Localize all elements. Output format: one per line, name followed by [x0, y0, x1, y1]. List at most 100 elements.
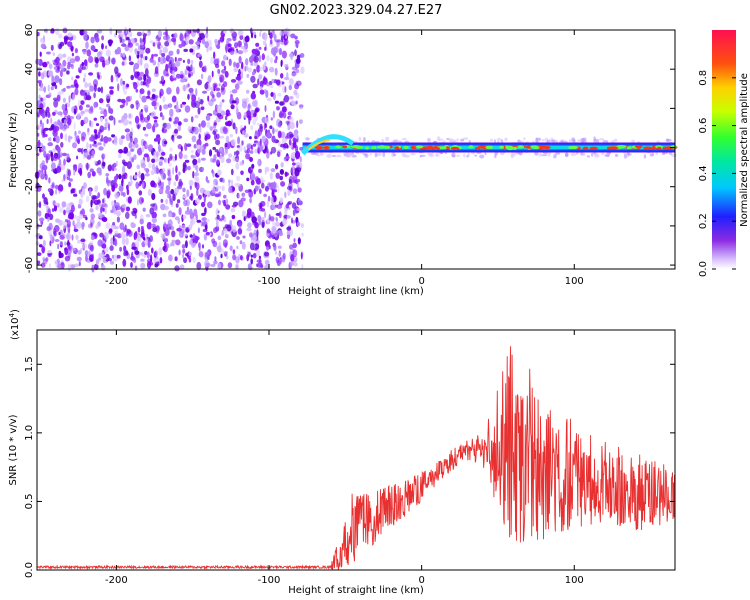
snr-y-tick-label: 1.0	[24, 425, 35, 441]
noise-speck	[122, 181, 125, 188]
noise-speck	[197, 53, 202, 58]
noise-speck	[264, 105, 267, 112]
noise-speck	[189, 208, 193, 216]
noise-speck	[89, 136, 94, 142]
noise-speck	[208, 149, 213, 157]
noise-speck	[193, 144, 197, 149]
noise-speck	[138, 190, 143, 196]
noise-speck	[97, 192, 101, 199]
halo-speck	[564, 152, 569, 158]
noise-speck	[107, 164, 113, 172]
noise-speck	[60, 91, 65, 95]
noise-speck	[54, 75, 60, 83]
noise-speck	[230, 179, 234, 186]
noise-speck	[187, 126, 193, 133]
noise-speck	[136, 31, 142, 37]
noise-speck	[189, 234, 193, 238]
noise-speck	[75, 234, 79, 240]
noise-speck	[59, 41, 65, 47]
noise-speck	[109, 260, 115, 265]
noise-speck	[293, 238, 296, 243]
noise-speck	[212, 170, 215, 178]
noise-speck	[277, 245, 282, 249]
noise-speck	[166, 54, 170, 61]
noise-speck	[165, 29, 168, 38]
noise-speck	[213, 84, 217, 89]
noise-speck	[135, 88, 139, 93]
noise-speck	[201, 217, 207, 222]
noise-speck	[184, 68, 188, 76]
noise-speck	[299, 53, 305, 58]
noise-speck	[97, 239, 103, 247]
noise-speck	[153, 116, 159, 120]
noise-speck	[104, 203, 108, 208]
noise-speck	[200, 220, 204, 227]
noise-speck	[300, 251, 303, 260]
noise-speck	[116, 46, 122, 55]
noise-speck	[289, 134, 294, 138]
noise-speck	[246, 147, 250, 154]
noise-speck	[298, 119, 303, 124]
halo-speck	[456, 154, 460, 157]
noise-speck	[114, 230, 119, 235]
noise-speck	[164, 157, 168, 164]
noise-speck	[55, 56, 60, 64]
noise-speck	[214, 149, 219, 153]
ridge-peak	[314, 146, 324, 150]
noise-speck	[61, 104, 66, 111]
noise-speck	[227, 262, 233, 269]
noise-speck	[277, 252, 280, 256]
noise-speck	[139, 71, 145, 77]
noise-speck	[130, 179, 133, 185]
noise-speck	[123, 227, 127, 233]
noise-speck	[158, 247, 163, 256]
noise-speck	[221, 185, 225, 192]
noise-speck	[300, 66, 305, 74]
noise-speck	[241, 71, 243, 79]
noise-speck	[173, 120, 178, 125]
noise-speck	[135, 100, 139, 105]
noise-speck	[264, 117, 270, 124]
snr-y-tick-label: 1.5	[24, 356, 35, 372]
noise-speck	[127, 42, 133, 48]
noise-speck	[179, 74, 184, 79]
noise-speck	[228, 186, 233, 194]
noise-speck	[269, 32, 273, 39]
noise-speck	[42, 133, 48, 138]
ridge-peak	[450, 146, 460, 151]
noise-speck	[50, 125, 55, 130]
noise-speck	[294, 49, 297, 57]
noise-speck	[78, 69, 82, 74]
noise-speck	[281, 106, 287, 113]
noise-speck	[66, 203, 72, 211]
noise-speck	[225, 198, 229, 205]
noise-speck	[201, 244, 205, 249]
noise-speck	[116, 254, 121, 259]
noise-speck	[79, 167, 83, 176]
noise-speck	[247, 103, 251, 112]
noise-speck	[68, 212, 73, 220]
noise-speck	[216, 214, 220, 220]
noise-speck	[183, 48, 188, 53]
ridge-peak	[541, 145, 547, 149]
noise-speck	[158, 188, 163, 194]
noise-speck	[295, 100, 298, 105]
noise-speck	[103, 109, 108, 118]
noise-speck	[74, 263, 80, 268]
noise-speck	[278, 211, 282, 219]
halo-speck	[670, 153, 677, 158]
noise-speck	[204, 142, 209, 147]
noise-speck	[287, 189, 291, 196]
noise-speck	[61, 201, 67, 208]
noise-speck	[89, 208, 94, 213]
noise-speck	[134, 250, 140, 255]
noise-speck	[223, 29, 227, 34]
noise-speck	[88, 108, 94, 114]
noise-speck	[239, 161, 244, 166]
noise-speck	[180, 103, 183, 109]
noise-speck	[274, 128, 279, 133]
noise-speck	[58, 206, 64, 213]
noise-speck	[296, 120, 299, 129]
noise-speck	[188, 73, 191, 78]
